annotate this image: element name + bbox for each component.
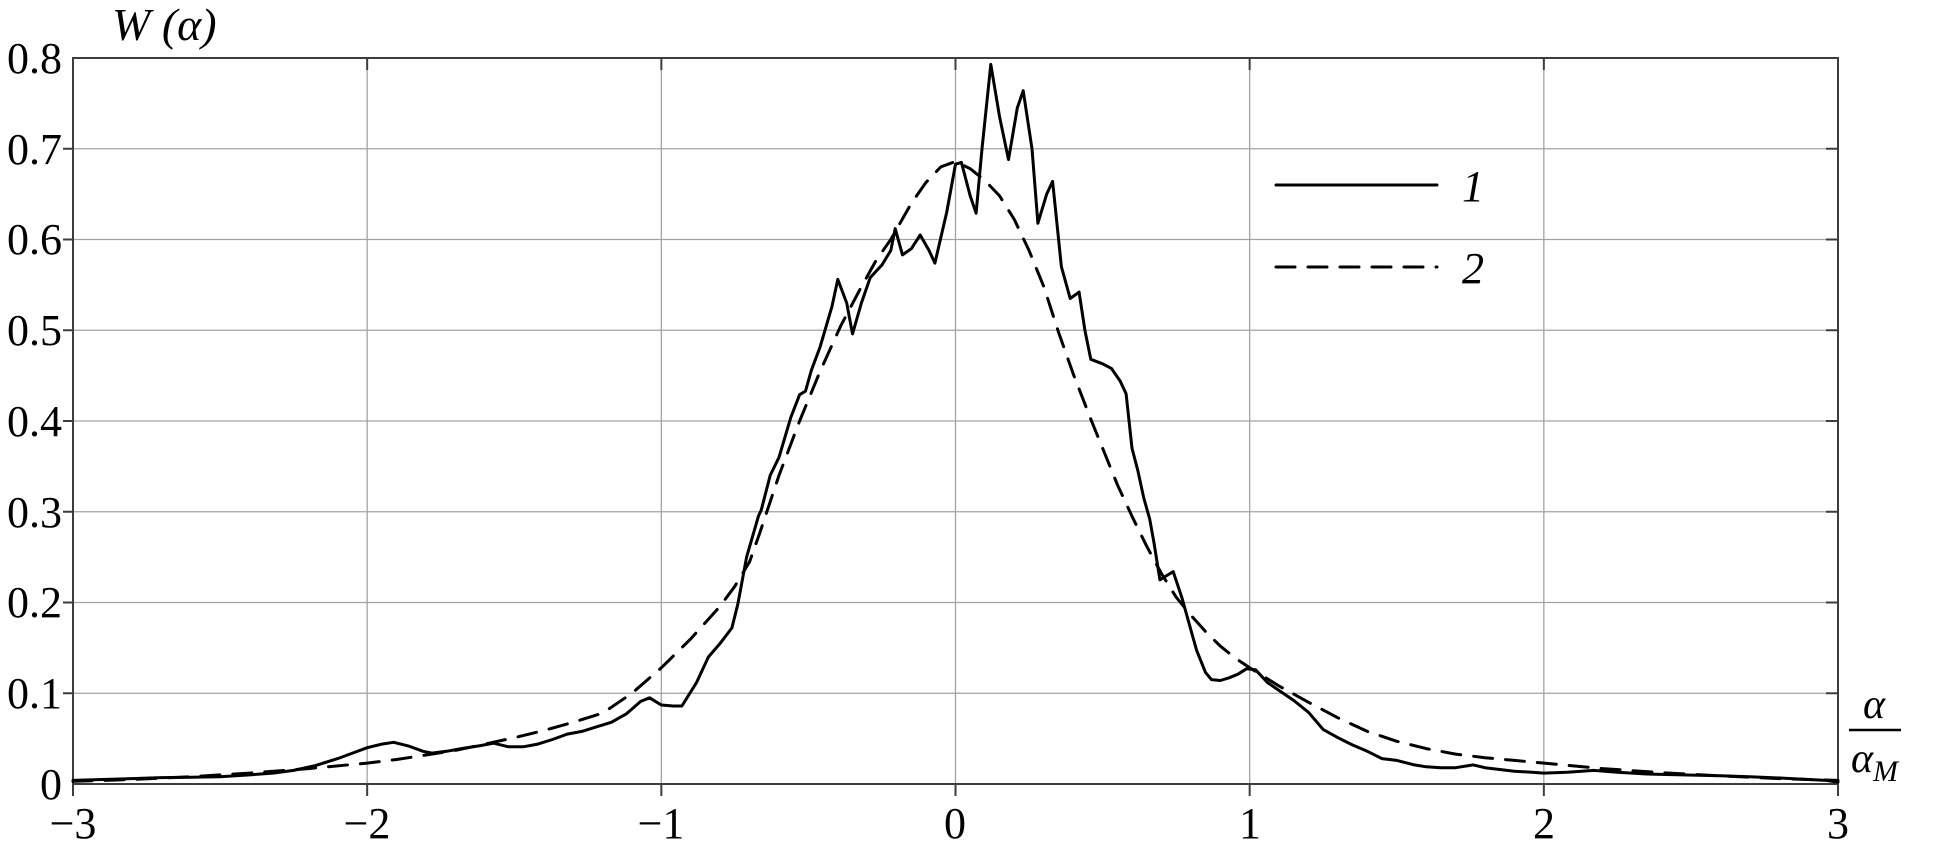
x-tick-label: 1 bbox=[1239, 799, 1261, 848]
y-tick-label: 0.5 bbox=[7, 306, 62, 355]
y-tick-label: 0 bbox=[40, 760, 62, 809]
fraction-denominator: αM bbox=[1851, 736, 1900, 788]
legend: 1 2 bbox=[1274, 162, 1484, 293]
gridlines-group bbox=[73, 58, 1838, 784]
x-tick-label: −1 bbox=[638, 799, 685, 848]
fraction-denominator-subscript: M bbox=[1872, 755, 1900, 788]
series-1-curve bbox=[71, 62, 1840, 784]
y-tick-label: 0.6 bbox=[7, 215, 62, 264]
x-tick-label: 2 bbox=[1533, 799, 1555, 848]
x-tick-label: −3 bbox=[50, 799, 97, 848]
y-tick-label: 0.7 bbox=[7, 125, 62, 174]
y-tick-label: 0.8 bbox=[7, 34, 62, 83]
legend-label-1: 1 bbox=[1462, 162, 1484, 211]
legend-label-2: 2 bbox=[1462, 244, 1484, 293]
series-2-curve bbox=[71, 160, 1840, 783]
y-axis-title: W (α) bbox=[112, 0, 217, 50]
fraction-numerator: α bbox=[1863, 682, 1886, 728]
fraction-denominator-base: α bbox=[1851, 736, 1874, 782]
y-tick-label: 0.3 bbox=[7, 488, 62, 537]
ticks-group bbox=[63, 58, 1839, 796]
x-tick-label: −2 bbox=[344, 799, 391, 848]
x-axis-label-fraction: α αM bbox=[1849, 682, 1901, 788]
x-tick-label: 3 bbox=[1827, 799, 1849, 848]
x-tick-label: 0 bbox=[944, 799, 966, 848]
y-tick-label: 0.4 bbox=[7, 397, 62, 446]
y-tick-label: 0.2 bbox=[7, 578, 62, 627]
plot-frame bbox=[72, 57, 1839, 785]
y-tick-label: 0.1 bbox=[7, 669, 62, 718]
